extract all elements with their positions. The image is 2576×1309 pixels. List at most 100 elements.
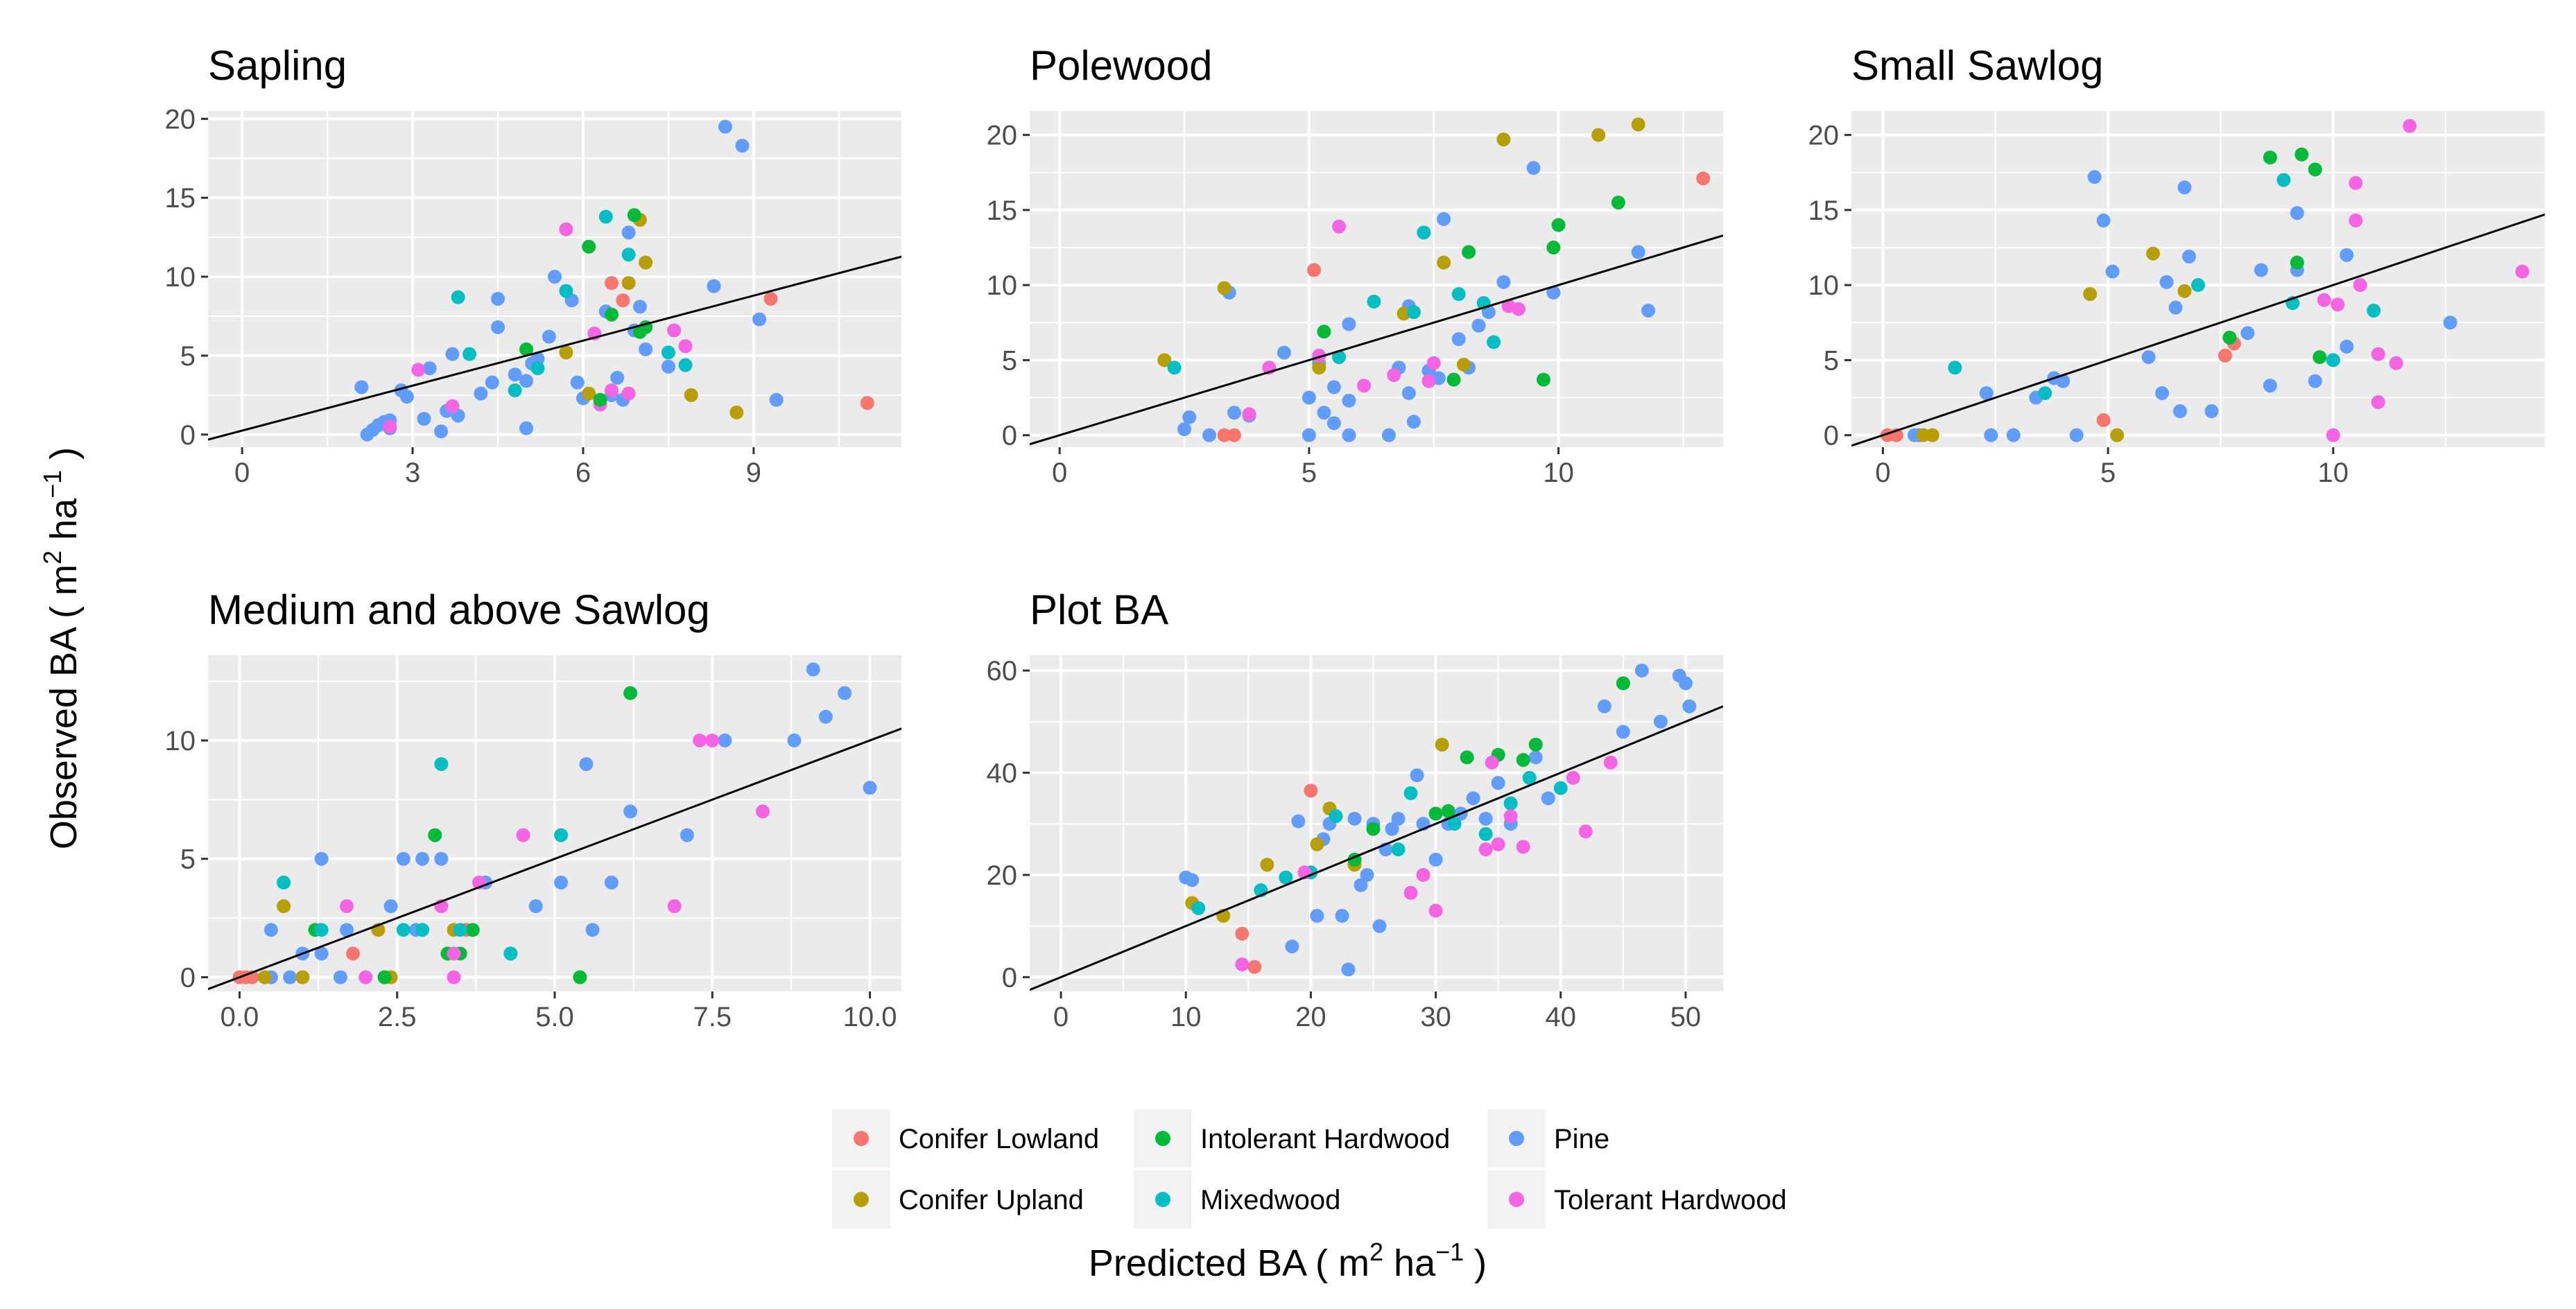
data-point: [1403, 885, 1418, 900]
data-point: [1341, 962, 1356, 977]
data-point: [340, 899, 354, 914]
data-point: [2290, 255, 2304, 270]
data-point: [559, 345, 573, 360]
data-point: [756, 804, 770, 819]
data-point: [1260, 858, 1274, 872]
panel-title: Sapling: [208, 42, 347, 89]
data-point: [1631, 117, 1645, 132]
x-axis-title-unit-exp: −1: [1435, 1238, 1464, 1266]
data-point: [1496, 132, 1511, 147]
data-point: [399, 390, 414, 404]
x-tick-label: 5.0: [535, 1002, 574, 1032]
data-point: [396, 851, 410, 866]
data-point: [2159, 275, 2174, 289]
data-point: [806, 662, 820, 677]
data-point: [519, 421, 534, 435]
legend-item: Conifer Lowland: [832, 1109, 1099, 1168]
data-point: [1416, 867, 1430, 882]
data-point: [1491, 837, 1505, 851]
data-point: [1979, 386, 1994, 401]
data-point: [411, 363, 426, 377]
data-point: [693, 733, 707, 747]
data-point: [1526, 161, 1541, 175]
x-tick-label: 20: [1295, 1002, 1326, 1032]
x-axis-title-unit: ha: [1383, 1242, 1436, 1284]
data-point: [621, 248, 636, 262]
data-point: [2371, 395, 2385, 410]
data-point: [2168, 300, 2183, 315]
data-point: [1503, 809, 1518, 824]
data-point: [1462, 245, 1476, 259]
data-point: [1491, 776, 1505, 790]
data-point: [445, 399, 460, 413]
data-point: [2146, 246, 2161, 261]
y-tick-label: 20: [165, 104, 196, 135]
data-point: [1446, 372, 1461, 387]
data-point: [1185, 873, 1200, 887]
data-point: [2177, 180, 2192, 195]
x-tick-label: 30: [1420, 1002, 1451, 1032]
data-point: [1279, 870, 1293, 885]
data-point: [451, 290, 465, 304]
x-tick-label: 10: [1543, 458, 1574, 488]
data-point: [530, 352, 545, 366]
legend-swatch: [1509, 1131, 1524, 1146]
data-point: [1948, 361, 1962, 375]
data-point: [422, 361, 437, 376]
data-point: [2254, 263, 2268, 277]
data-point: [1217, 281, 1231, 295]
data-point: [838, 686, 852, 700]
x-tick-label: 6: [576, 458, 591, 488]
data-point: [485, 375, 499, 390]
data-point: [684, 388, 698, 402]
data-point: [818, 709, 833, 724]
data-point: [2038, 386, 2052, 401]
data-point: [2313, 350, 2327, 365]
data-point: [1512, 302, 1526, 316]
data-point: [2263, 379, 2277, 393]
y-axis-title-main: Observed BA ( m: [43, 564, 85, 849]
data-point: [1984, 428, 1998, 442]
x-tick-label: 0.0: [221, 1002, 259, 1032]
data-point: [1578, 824, 1593, 839]
data-point: [1347, 811, 1362, 826]
y-tick-label: 60: [987, 656, 1018, 686]
data-point: [1460, 750, 1474, 765]
data-point: [2340, 248, 2354, 262]
panel-plot-area: [1030, 655, 1723, 991]
x-tick-label: 0: [1052, 458, 1067, 488]
data-point: [1342, 317, 1356, 331]
data-point: [1428, 852, 1443, 867]
data-point: [735, 139, 750, 153]
data-point: [333, 970, 347, 985]
data-point: [1191, 901, 1206, 915]
data-point: [1406, 305, 1421, 320]
data-point: [1551, 218, 1566, 232]
data-point: [621, 276, 636, 291]
data-point: [1235, 957, 1250, 971]
data-point: [1307, 263, 1322, 277]
y-tick-label: 10: [987, 270, 1018, 301]
data-point: [718, 733, 732, 747]
data-point: [377, 970, 392, 985]
data-point: [396, 923, 410, 937]
y-axis-title: Observed BA ( m2 ha−1 ): [38, 447, 85, 849]
data-point: [718, 119, 732, 134]
y-tick-label: 20: [987, 860, 1018, 891]
data-point: [1437, 255, 1451, 270]
data-point: [2403, 119, 2417, 133]
data-point: [585, 923, 600, 937]
data-point: [1326, 380, 1341, 395]
data-point: [763, 291, 778, 306]
reference-line: [208, 255, 901, 441]
legend-item: Tolerant Hardwood: [1487, 1170, 1787, 1229]
legend-label: Conifer Upland: [899, 1185, 1084, 1215]
data-point: [283, 970, 297, 985]
y-axis-title-close: ): [43, 447, 85, 470]
data-point: [1516, 840, 1530, 854]
data-point: [1478, 826, 1493, 841]
x-tick-label: 2.5: [378, 1002, 417, 1032]
x-tick-label: 0: [234, 458, 250, 488]
data-point: [2155, 386, 2170, 401]
data-point: [2204, 404, 2219, 419]
